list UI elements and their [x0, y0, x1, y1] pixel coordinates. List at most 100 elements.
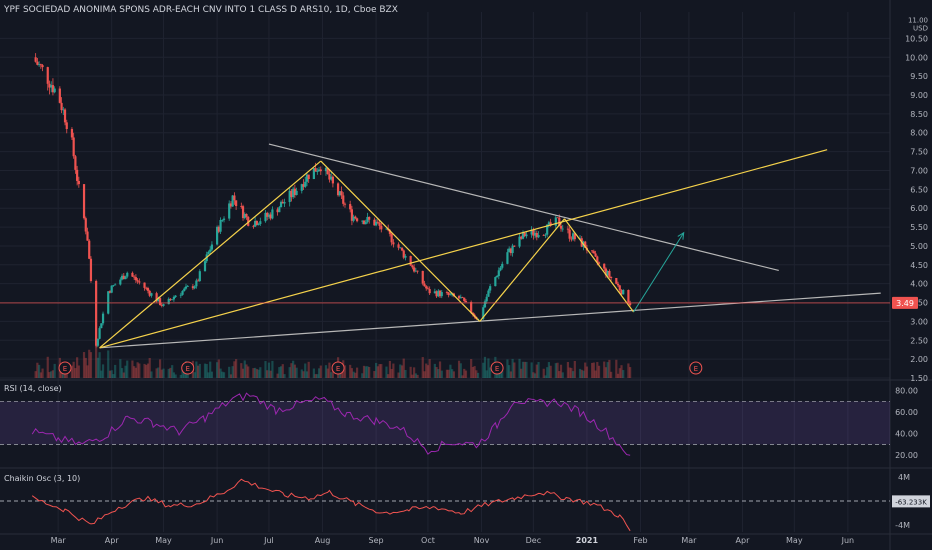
candle-body[interactable]: [100, 323, 103, 329]
candle-body[interactable]: [597, 262, 601, 264]
price-axis-label[interactable]: 3.50: [910, 299, 928, 308]
candle-body[interactable]: [145, 287, 148, 289]
candle-body[interactable]: [95, 280, 98, 346]
candle-body[interactable]: [65, 122, 68, 130]
candle-body[interactable]: [288, 190, 291, 203]
candle-body[interactable]: [62, 109, 65, 111]
candle-body[interactable]: [449, 294, 452, 296]
time-axis-label[interactable]: Oct: [421, 536, 435, 545]
candle-body[interactable]: [112, 285, 115, 286]
candle-body[interactable]: [558, 217, 561, 226]
candle-body[interactable]: [307, 174, 310, 180]
candle-body[interactable]: [124, 276, 127, 280]
candle-body[interactable]: [266, 212, 269, 217]
candle-body[interactable]: [36, 61, 39, 65]
candle-body[interactable]: [530, 229, 533, 235]
candle-body[interactable]: [207, 251, 210, 255]
candle-body[interactable]: [108, 291, 112, 293]
candle-body[interactable]: [501, 263, 504, 268]
candle-body[interactable]: [133, 276, 136, 278]
price-axis-label[interactable]: 2.00: [910, 355, 928, 364]
price-axis-label[interactable]: 5.00: [910, 242, 928, 251]
price-axis[interactable]: 10.50 10.00 9.50 9.00 8.50 8.00 7.50 7.00 6.50 6.…: [892, 17, 930, 530]
candle-body[interactable]: [233, 195, 236, 201]
candle-body[interactable]: [155, 293, 158, 302]
candle-body[interactable]: [603, 263, 606, 269]
candle-body[interactable]: [312, 168, 315, 180]
candle-body[interactable]: [349, 204, 352, 210]
candle-body[interactable]: [397, 244, 400, 248]
candle-body[interactable]: [186, 286, 189, 287]
candle-body[interactable]: [416, 270, 419, 272]
candle-body[interactable]: [222, 218, 226, 220]
chaikin-axis-label[interactable]: 4M: [898, 473, 910, 482]
candle-body[interactable]: [219, 219, 222, 232]
candle-body[interactable]: [39, 64, 42, 66]
candle-body[interactable]: [373, 219, 376, 226]
candle-body[interactable]: [319, 169, 322, 172]
candle-body[interactable]: [518, 236, 521, 247]
candle-body[interactable]: [350, 209, 354, 221]
candle-body[interactable]: [305, 174, 309, 182]
time-axis-label[interactable]: Feb: [633, 536, 647, 545]
price-axis-label[interactable]: 1.50: [910, 374, 928, 383]
time-axis-label[interactable]: Nov: [474, 536, 490, 545]
candle-body[interactable]: [101, 313, 105, 324]
candle-body[interactable]: [573, 233, 576, 240]
candle-body[interactable]: [485, 296, 488, 302]
candle-body[interactable]: [494, 277, 497, 287]
price-axis-label[interactable]: 7.50: [910, 148, 928, 157]
candle-body[interactable]: [148, 290, 151, 296]
candle-body[interactable]: [314, 168, 317, 172]
candle-body[interactable]: [181, 290, 184, 295]
candle-body[interactable]: [252, 225, 255, 227]
candle-body[interactable]: [483, 301, 487, 308]
candle-body[interactable]: [368, 216, 371, 220]
candle-body[interactable]: [283, 202, 286, 204]
candle-body[interactable]: [361, 220, 364, 222]
earnings-marker[interactable]: [331, 361, 345, 375]
earnings-marker[interactable]: [490, 361, 504, 375]
candle-body[interactable]: [508, 248, 511, 253]
candle-body[interactable]: [606, 270, 609, 276]
candle-body[interactable]: [196, 280, 200, 282]
candle-body[interactable]: [561, 228, 564, 230]
candle-body[interactable]: [195, 280, 198, 287]
candle-body[interactable]: [72, 137, 75, 157]
time-axis-label[interactable]: Apr: [736, 536, 751, 545]
candle-body[interactable]: [591, 250, 594, 252]
candle-body[interactable]: [487, 290, 490, 297]
candle-body[interactable]: [378, 222, 381, 226]
candle-body[interactable]: [217, 226, 220, 232]
candle-body[interactable]: [34, 57, 37, 62]
candle-body[interactable]: [279, 201, 283, 208]
candle-body[interactable]: [235, 200, 238, 207]
candle-body[interactable]: [241, 206, 245, 219]
candle-body[interactable]: [203, 261, 207, 272]
candle-body[interactable]: [470, 302, 473, 313]
rsi-axis-label[interactable]: 20.00: [895, 451, 918, 460]
earnings-marker[interactable]: [689, 361, 703, 375]
candle-body[interactable]: [76, 169, 79, 181]
candle-body[interactable]: [629, 303, 632, 305]
time-axis-label[interactable]: Sep: [369, 536, 384, 545]
candle-body[interactable]: [340, 191, 343, 196]
yellow-trendline[interactable]: [99, 149, 828, 349]
candle-body[interactable]: [247, 216, 250, 226]
gray-trendline[interactable]: [268, 143, 779, 272]
candle-body[interactable]: [385, 228, 388, 230]
candle-body[interactable]: [499, 267, 502, 271]
earnings-marker[interactable]: [58, 361, 72, 375]
candle-body[interactable]: [63, 109, 67, 123]
rsi-pane[interactable]: [0, 392, 890, 456]
candle-body[interactable]: [267, 214, 271, 217]
candle-body[interactable]: [240, 206, 243, 207]
candle-body[interactable]: [326, 167, 329, 175]
candle-body[interactable]: [463, 297, 466, 301]
candle-body[interactable]: [364, 221, 367, 225]
candle-body[interactable]: [324, 167, 328, 172]
candle-body[interactable]: [269, 214, 272, 219]
candle-body[interactable]: [546, 224, 549, 235]
time-axis-label[interactable]: Apr: [105, 536, 120, 545]
